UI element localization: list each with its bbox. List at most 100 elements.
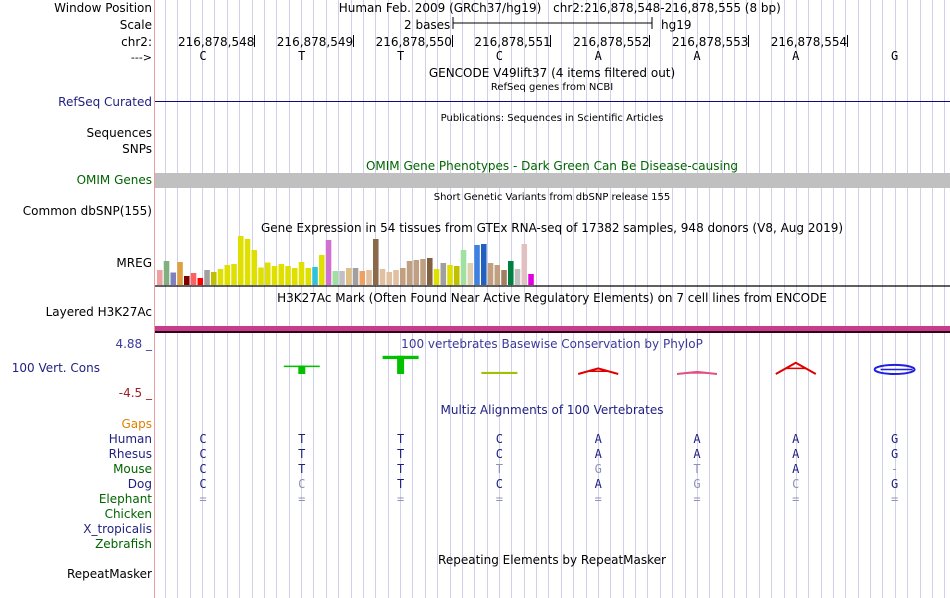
dbsnp-title[interactable]: Short Genetic Variants from dbSNP releas… [433, 192, 671, 203]
gtex-tissue-bar[interactable] [373, 239, 379, 285]
refseq-line[interactable] [155, 101, 950, 102]
gtex-tissue-bar[interactable] [501, 270, 507, 285]
h3k27ac-title[interactable]: H3K27Ac Mark (Often Found Near Active Re… [277, 291, 827, 305]
label-vert-cons[interactable]: 100 Vert. Cons [11, 361, 100, 375]
species-label[interactable]: Zebrafish [95, 537, 152, 551]
omim-title[interactable]: OMIM Gene Phenotypes - Dark Green Can Be… [365, 159, 739, 173]
gtex-tissue-bar[interactable] [190, 273, 197, 285]
gtex-title[interactable]: Gene Expression in 54 tissues from GTEx … [260, 221, 844, 235]
gtex-tissue-bar[interactable] [265, 262, 271, 286]
refseq-title[interactable]: RefSeq genes from NCBI [490, 82, 614, 93]
label-sequences[interactable]: Sequences [86, 126, 152, 140]
gtex-tissue-bar[interactable] [528, 274, 534, 285]
phylop-base-glyph[interactable] [873, 363, 916, 376]
gtex-tissue-bar[interactable] [433, 269, 440, 285]
grid-line [560, 0, 562, 598]
label-common-dbsnp[interactable]: Common dbSNP(155) [22, 204, 152, 218]
gtex-tissue-bar[interactable] [413, 260, 420, 285]
alignment-base: A [594, 477, 602, 491]
h3k27ac-signal[interactable] [155, 326, 950, 331]
species-label[interactable]: Mouse [113, 462, 152, 476]
gtex-tissue-bar[interactable] [163, 261, 170, 285]
omim-bar[interactable] [155, 173, 950, 188]
track-image[interactable]: Human Feb. 2009 (GRCh37/hg19) chr2:216,8… [155, 0, 950, 598]
label-mreg[interactable]: MREG [116, 256, 152, 270]
gtex-tissue-bar[interactable] [406, 261, 413, 285]
gtex-tissue-bar[interactable] [440, 263, 447, 285]
gtex-tissue-bar[interactable] [508, 261, 514, 285]
gtex-tissue-bar[interactable] [474, 245, 480, 285]
label-omim-genes[interactable]: OMIM Genes [76, 173, 152, 187]
publications-title[interactable]: Publications: Sequences in Scientific Ar… [440, 113, 664, 124]
multiz-title[interactable]: Multiz Alignments of 100 Vertebrates [440, 403, 664, 417]
gtex-tissue-bar[interactable] [379, 269, 386, 285]
gtex-tissue-bar[interactable] [312, 267, 318, 285]
gtex-tissue-bar[interactable] [271, 266, 278, 285]
gtex-tissue-bar[interactable] [521, 244, 528, 285]
phylop-base-glyph[interactable] [676, 370, 718, 375]
gtex-tissue-bar[interactable] [305, 268, 312, 285]
phylop-base-glyph[interactable] [481, 371, 518, 374]
gtex-tissue-bar[interactable] [352, 268, 359, 285]
gtex-tissue-bar[interactable] [251, 250, 258, 285]
gtex-tissue-bar[interactable] [157, 270, 163, 285]
species-label[interactable]: Dog [127, 477, 152, 491]
gtex-tissue-bar[interactable] [285, 266, 291, 285]
gtex-tissue-bar[interactable] [447, 265, 453, 285]
gtex-tissue-bar[interactable] [184, 276, 190, 285]
label-snps[interactable]: SNPs [122, 142, 152, 156]
gtex-tissue-bar[interactable] [366, 270, 372, 285]
gtex-tissue-bar[interactable] [339, 271, 345, 285]
gtex-tissue-bar[interactable] [292, 268, 298, 285]
gtex-tissue-bar[interactable] [278, 264, 285, 285]
phylop-chart[interactable] [155, 0, 950, 400]
gtex-tissue-bar[interactable] [487, 263, 494, 285]
gtex-tissue-bar[interactable] [211, 272, 217, 285]
gtex-tissue-bar[interactable] [514, 269, 521, 285]
gtex-tissue-bar[interactable] [244, 239, 251, 285]
gtex-tissue-bar[interactable] [427, 258, 433, 285]
phylop-base-glyph[interactable] [382, 355, 419, 374]
label-repeatmasker[interactable]: RepeatMasker [66, 567, 152, 581]
phylop-base-glyph[interactable] [283, 365, 320, 374]
gtex-tissue-bar[interactable] [454, 266, 460, 285]
species-label[interactable]: Rhesus [108, 447, 152, 461]
gencode-title[interactable]: GENCODE V49lift37 (4 items filtered out) [428, 66, 676, 80]
label-layered-h3k27ac[interactable]: Layered H3K27Ac [45, 305, 152, 319]
gtex-tissue-bar[interactable] [332, 271, 339, 285]
species-label[interactable]: Elephant [98, 492, 152, 506]
gtex-tissue-bar[interactable] [481, 244, 487, 285]
phylop-base-glyph[interactable] [775, 361, 817, 375]
gtex-tissue-bar[interactable] [204, 270, 210, 285]
gtex-tissue-bar[interactable] [170, 272, 177, 286]
gtex-tissue-bar[interactable] [359, 271, 366, 285]
gtex-tissue-bar[interactable] [238, 236, 244, 285]
species-label[interactable]: Human [108, 432, 152, 446]
gtex-tissue-bar[interactable] [393, 270, 399, 285]
gtex-tissue-bar[interactable] [325, 240, 332, 285]
gtex-tissue-bar[interactable] [298, 262, 305, 285]
gtex-tissue-bar[interactable] [400, 268, 406, 285]
gtex-tissue-bar[interactable] [177, 262, 183, 285]
label-refseq-curated[interactable]: RefSeq Curated [58, 95, 152, 109]
gtex-tissue-bar[interactable] [217, 269, 224, 285]
gtex-tissue-bar[interactable] [420, 259, 426, 285]
gtex-tissue-bar[interactable] [258, 267, 264, 286]
gtex-tissue-bar[interactable] [224, 265, 231, 285]
phylop-title[interactable]: 100 vertebrates Basewise Conservation by… [401, 337, 703, 351]
species-label[interactable]: X_tropicalis [83, 522, 152, 536]
gtex-tissue-bar[interactable] [460, 250, 467, 285]
gtex-tissue-bar[interactable] [231, 264, 237, 285]
gtex-tissue-bar[interactable] [467, 263, 474, 285]
gtex-tissue-bar[interactable] [197, 278, 204, 285]
gtex-tissue-bar[interactable] [494, 265, 501, 285]
grid-line [362, 0, 364, 598]
gtex-tissue-bar[interactable] [346, 268, 352, 285]
species-label[interactable]: Chicken [104, 507, 152, 521]
gtex-tissue-bar[interactable] [319, 255, 325, 285]
gtex-chart[interactable] [155, 0, 950, 300]
gtex-tissue-bar[interactable] [386, 272, 393, 285]
phylop-base-glyph[interactable] [577, 367, 619, 375]
repeatmasker-title[interactable]: Repeating Elements by RepeatMasker [438, 553, 666, 567]
alignment-base: T [396, 477, 405, 491]
